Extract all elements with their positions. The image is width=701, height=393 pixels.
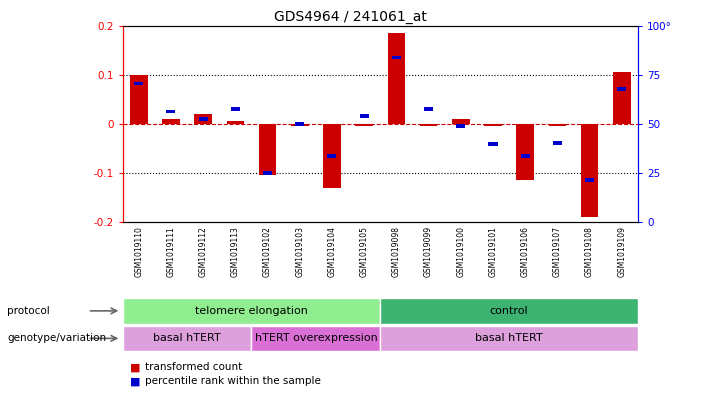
Text: GSM1019107: GSM1019107	[553, 226, 562, 277]
Bar	[194, 114, 212, 124]
Bar	[521, 154, 530, 158]
Bar	[323, 124, 341, 187]
Text: GSM1019109: GSM1019109	[618, 226, 626, 277]
Bar	[327, 154, 336, 158]
Bar	[489, 142, 498, 146]
Bar	[360, 114, 369, 118]
Text: GSM1019102: GSM1019102	[263, 226, 272, 277]
Text: basal hTERT: basal hTERT	[475, 333, 543, 343]
Bar	[549, 124, 566, 126]
Bar	[381, 298, 638, 324]
Bar	[226, 121, 244, 124]
Text: basal hTERT: basal hTERT	[154, 333, 221, 343]
Text: GSM1019110: GSM1019110	[135, 226, 143, 277]
Text: GSM1019113: GSM1019113	[231, 226, 240, 277]
Bar	[613, 72, 631, 124]
Text: GSM1019101: GSM1019101	[489, 226, 498, 277]
Bar	[517, 124, 534, 180]
Text: GSM1019106: GSM1019106	[521, 226, 530, 277]
Text: GDS4964 / 241061_at: GDS4964 / 241061_at	[274, 10, 427, 24]
Bar	[130, 75, 148, 124]
Bar	[553, 141, 562, 145]
Bar	[424, 107, 433, 111]
Bar	[123, 325, 252, 351]
Text: telomere elongation: telomere elongation	[195, 306, 308, 316]
Text: genotype/variation: genotype/variation	[7, 333, 106, 343]
Bar	[166, 110, 175, 114]
Bar	[162, 119, 180, 124]
Text: percentile rank within the sample: percentile rank within the sample	[145, 376, 321, 386]
Bar	[452, 119, 470, 124]
Bar	[231, 107, 240, 111]
Bar	[198, 117, 207, 121]
Text: ■: ■	[130, 362, 140, 373]
Bar	[123, 298, 381, 324]
Bar	[585, 178, 594, 182]
Text: control: control	[490, 306, 529, 316]
Bar	[355, 124, 373, 126]
Bar	[381, 325, 638, 351]
Bar	[484, 124, 502, 126]
Text: GSM1019104: GSM1019104	[327, 226, 336, 277]
Text: GSM1019112: GSM1019112	[198, 226, 207, 277]
Bar	[259, 124, 276, 175]
Text: GSM1019098: GSM1019098	[392, 226, 401, 277]
Bar	[252, 325, 381, 351]
Bar	[388, 33, 405, 124]
Bar	[295, 122, 304, 126]
Bar	[420, 124, 437, 126]
Text: transformed count: transformed count	[145, 362, 243, 373]
Text: protocol: protocol	[7, 306, 50, 316]
Text: ■: ■	[130, 376, 140, 386]
Bar	[135, 81, 143, 85]
Text: GSM1019105: GSM1019105	[360, 226, 369, 277]
Bar	[580, 124, 599, 217]
Bar	[456, 124, 465, 128]
Text: GSM1019099: GSM1019099	[424, 226, 433, 277]
Bar	[291, 124, 308, 126]
Text: hTERT overexpression: hTERT overexpression	[254, 333, 377, 343]
Text: GSM1019108: GSM1019108	[585, 226, 594, 277]
Bar	[263, 171, 272, 175]
Bar	[618, 87, 626, 91]
Text: GSM1019103: GSM1019103	[295, 226, 304, 277]
Text: GSM1019100: GSM1019100	[456, 226, 465, 277]
Text: GSM1019111: GSM1019111	[166, 226, 175, 277]
Bar	[392, 55, 401, 59]
